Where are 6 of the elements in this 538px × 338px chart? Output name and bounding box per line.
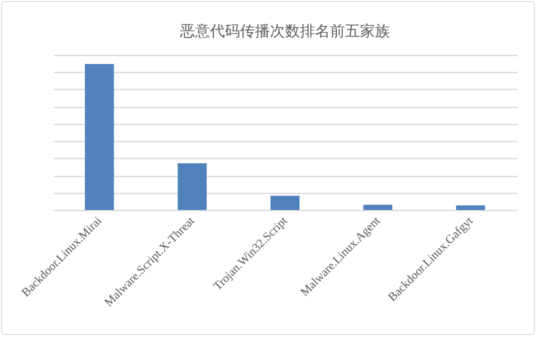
bar — [270, 196, 300, 210]
chart-title: 恶意代码传播次数排名前五家族 — [179, 23, 390, 40]
bar — [456, 205, 486, 210]
bar — [363, 204, 392, 210]
bar — [84, 64, 114, 210]
bar — [178, 163, 207, 210]
